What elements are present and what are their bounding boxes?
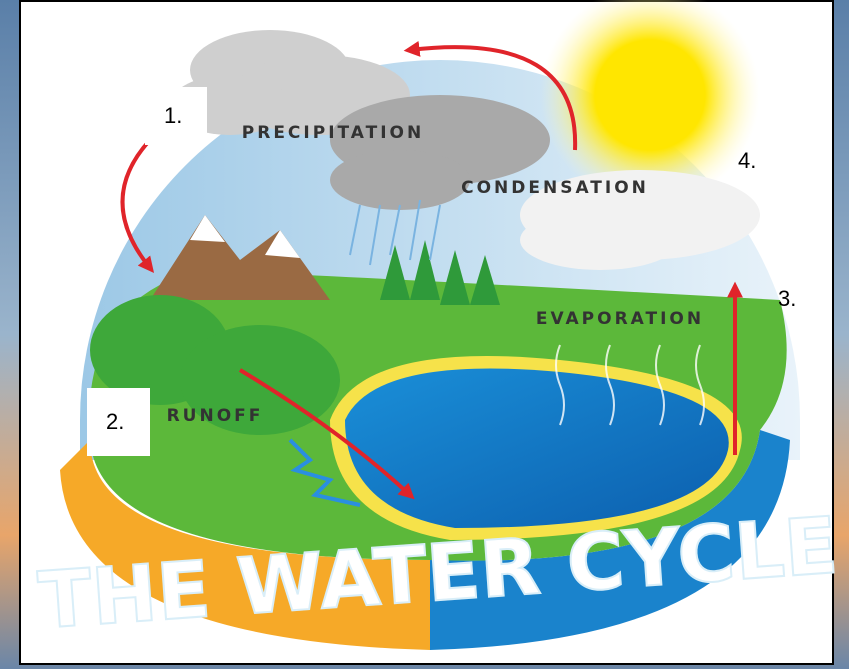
step-marker: 2. xyxy=(106,409,124,434)
step-marker: 4. xyxy=(738,148,756,173)
cloud-part xyxy=(520,210,680,270)
stage-label: CONDENSATION xyxy=(461,178,649,198)
water-cycle-diagram: PRECIPITATION CONDENSATION EVAPORATION R… xyxy=(0,0,849,669)
stage-label: EVAPORATION xyxy=(536,309,704,329)
stage-label: RUNOFF xyxy=(167,406,264,426)
step-marker: 3. xyxy=(778,286,796,311)
stage-label: PRECIPITATION xyxy=(242,123,424,143)
body: {"title": "THE WATER CYCLE", "stages": [… xyxy=(0,0,849,669)
page: html, body { margin: 0; padding: 0; widt… xyxy=(0,0,849,669)
cloud-part xyxy=(330,150,470,210)
step-marker: 1. xyxy=(164,103,182,128)
